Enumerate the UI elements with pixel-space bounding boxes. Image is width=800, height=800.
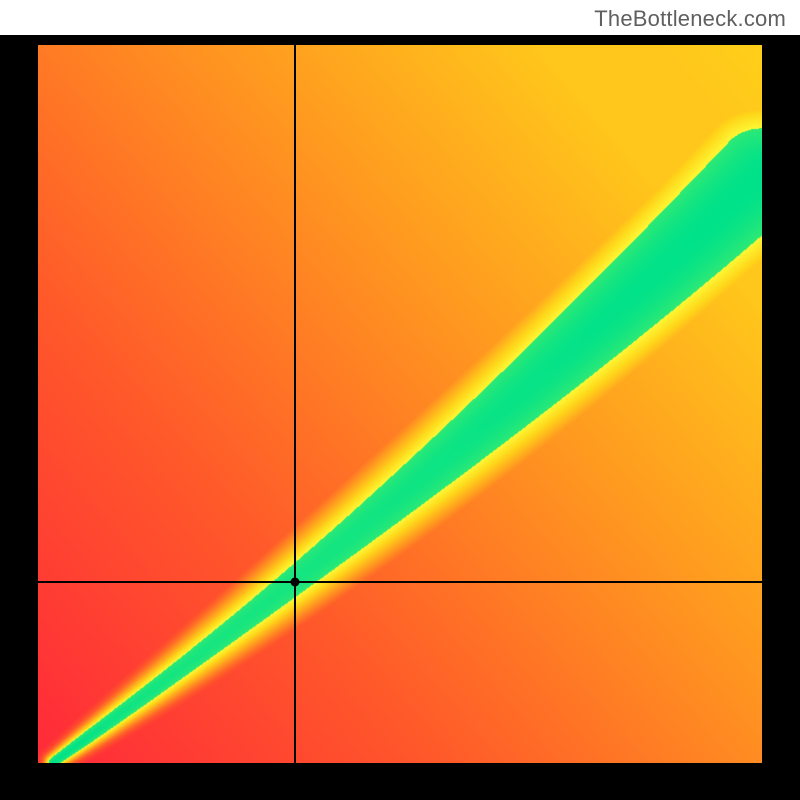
heatmap-plot-area [38, 45, 762, 763]
heatmap-canvas [38, 45, 762, 763]
watermark-text: TheBottleneck.com [594, 6, 786, 32]
chart-outer-frame [0, 35, 800, 800]
